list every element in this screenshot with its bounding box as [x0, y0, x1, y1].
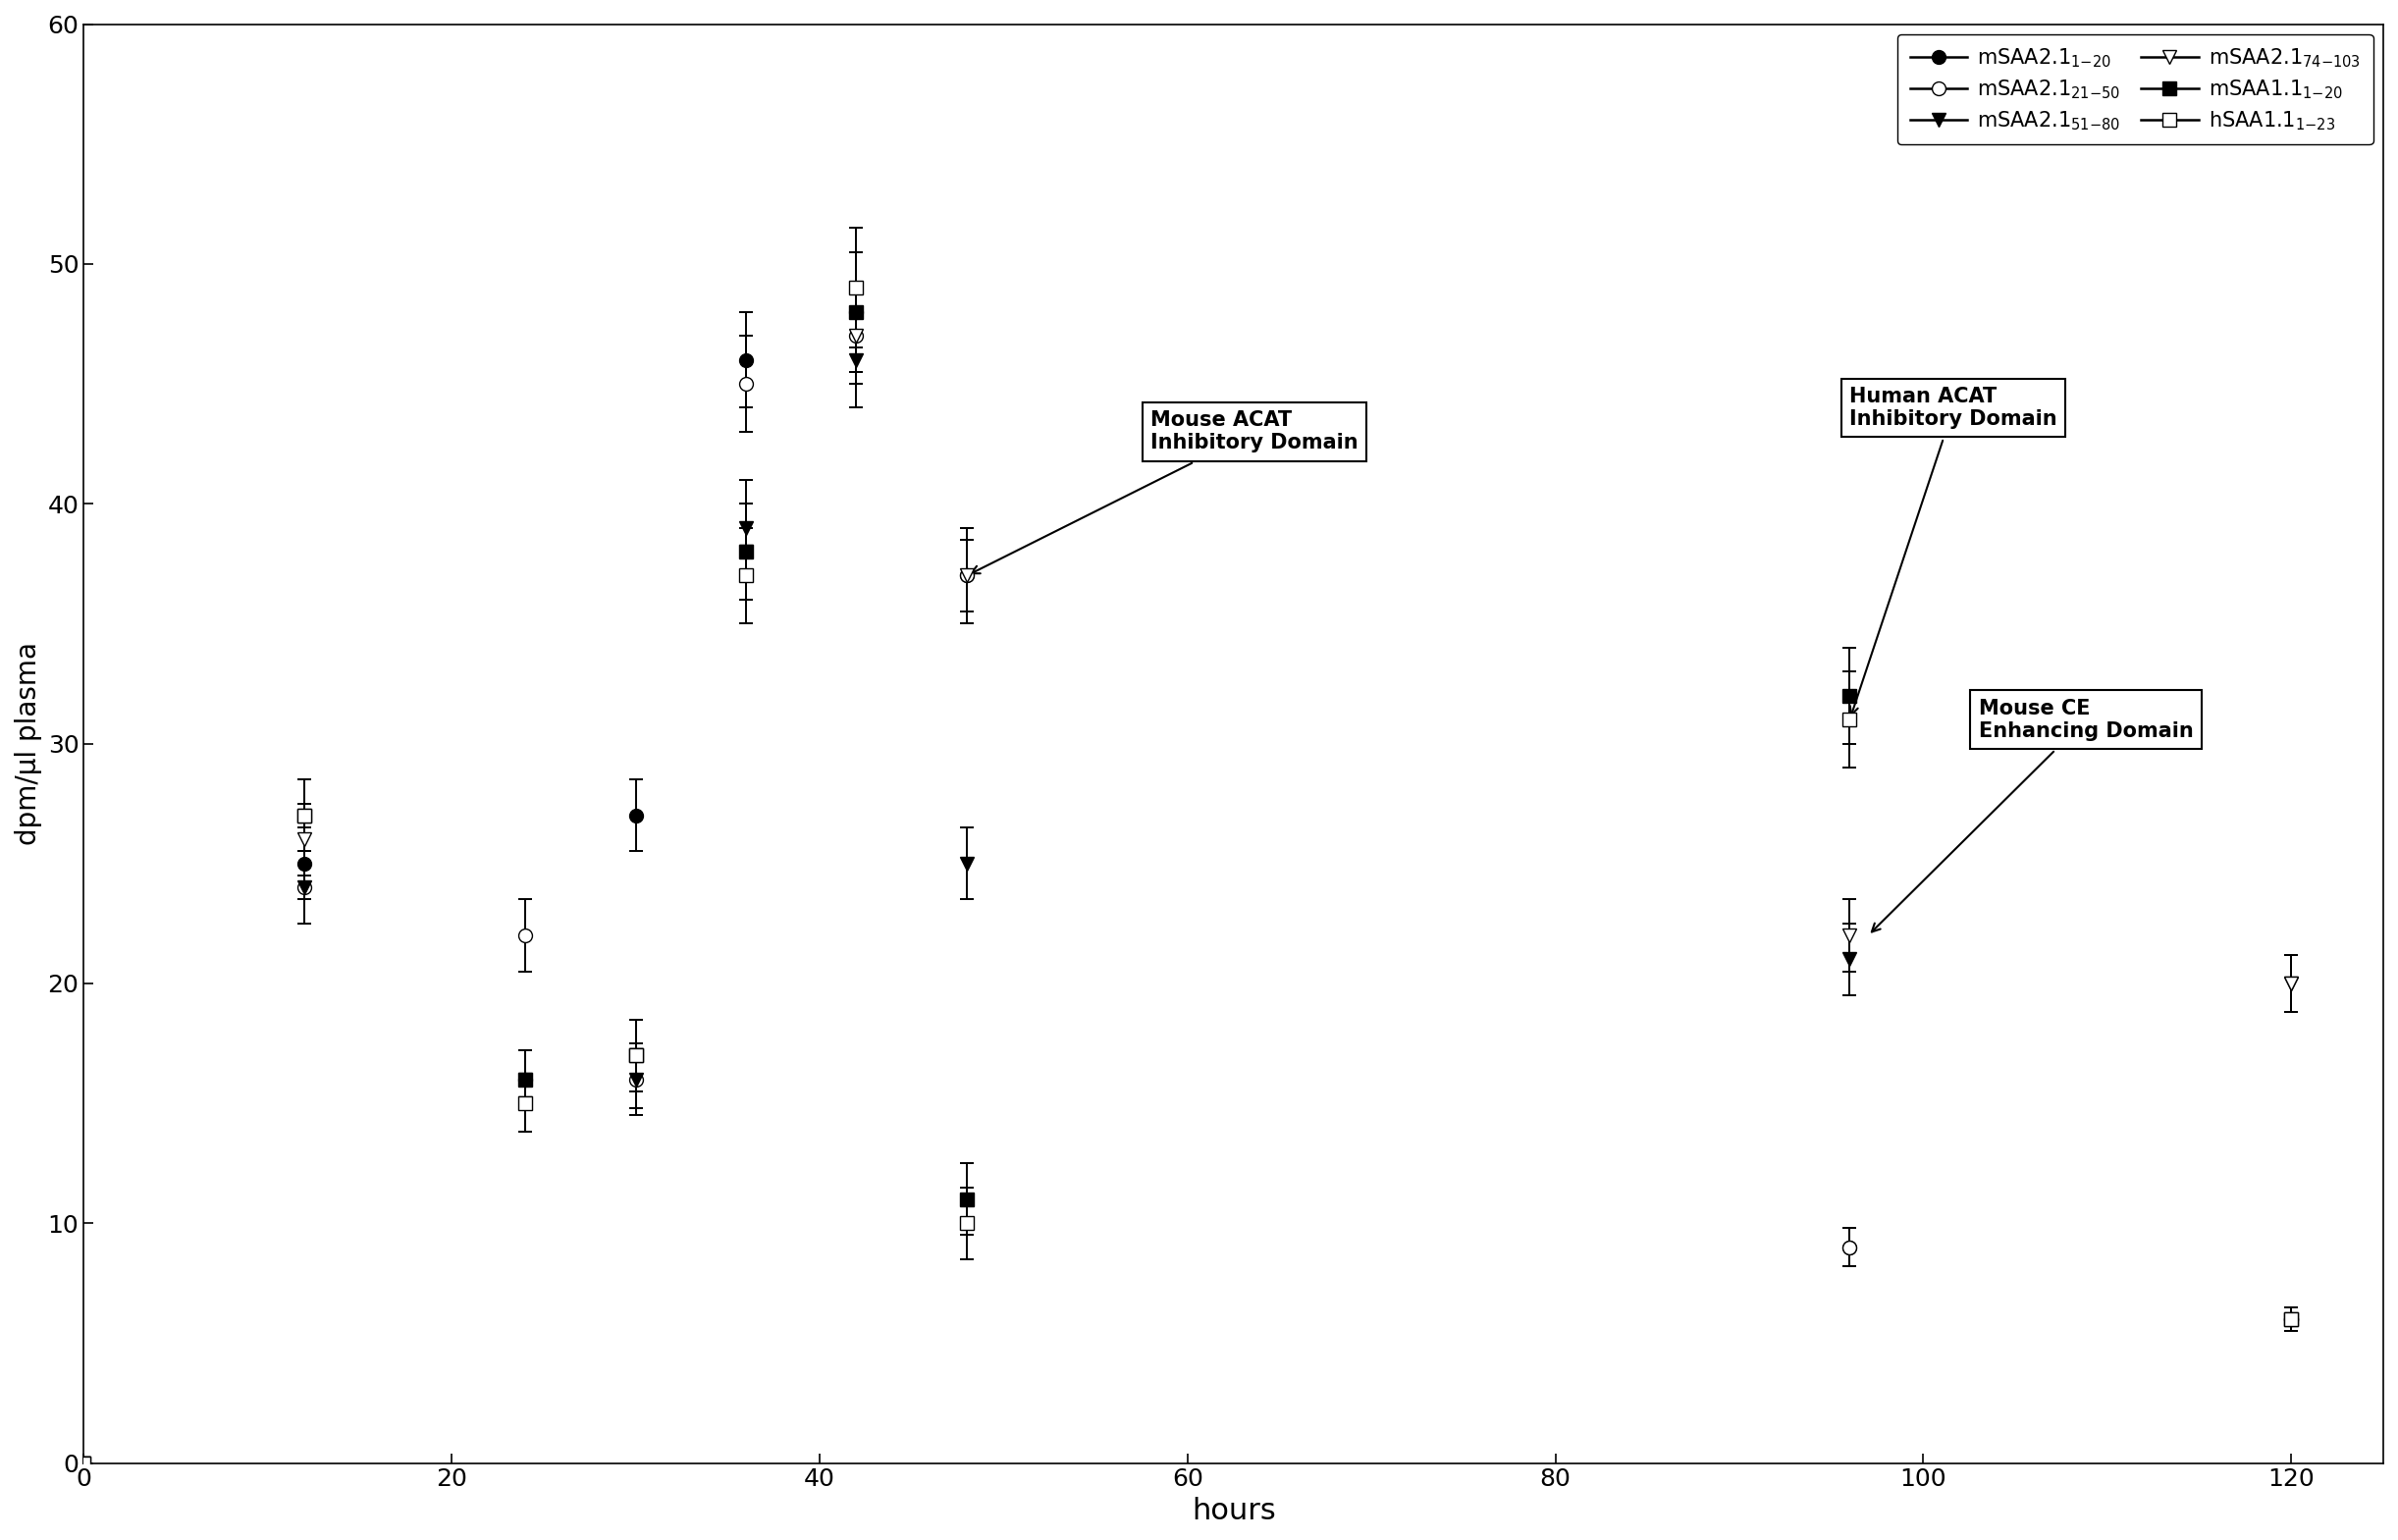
- Legend: mSAA2.1$_{1\mathrm{-}20}$, mSAA2.1$_{21\mathrm{-}50}$, mSAA2.1$_{51\mathrm{-}80}: mSAA2.1$_{1\mathrm{-}20}$, mSAA2.1$_{21\…: [1897, 34, 2374, 145]
- Text: Human ACAT
Inhibitory Domain: Human ACAT Inhibitory Domain: [1849, 387, 2057, 715]
- X-axis label: hours: hours: [1192, 1497, 1276, 1525]
- Text: Mouse CE
Enhancing Domain: Mouse CE Enhancing Domain: [1873, 698, 2194, 932]
- Text: Mouse ACAT
Inhibitory Domain: Mouse ACAT Inhibitory Domain: [971, 411, 1357, 573]
- Y-axis label: dpm/µl plasma: dpm/µl plasma: [14, 642, 43, 845]
